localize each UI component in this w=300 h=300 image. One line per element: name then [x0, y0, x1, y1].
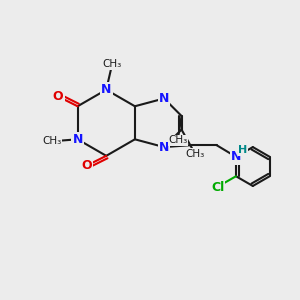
Text: N: N: [159, 92, 169, 105]
Text: N: N: [159, 141, 169, 154]
Text: CH₃: CH₃: [103, 59, 122, 69]
Text: CH₃: CH₃: [168, 135, 187, 145]
Text: O: O: [82, 159, 92, 172]
Text: N: N: [101, 83, 111, 96]
Text: O: O: [53, 90, 64, 103]
Text: CH₃: CH₃: [43, 136, 62, 146]
Text: N: N: [231, 150, 241, 163]
Text: N: N: [72, 133, 83, 146]
Text: Cl: Cl: [211, 182, 224, 194]
Text: H: H: [238, 145, 248, 155]
Text: CH₃: CH₃: [185, 149, 205, 159]
